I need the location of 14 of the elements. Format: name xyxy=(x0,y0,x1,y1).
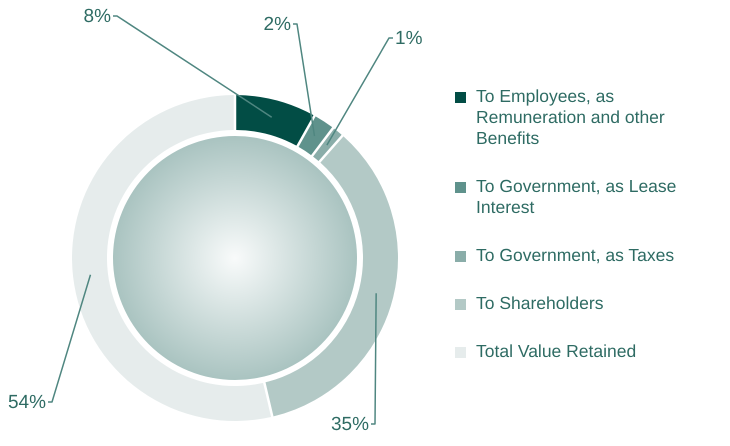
donut-slice xyxy=(313,128,342,161)
legend-label: To Government, as Taxes xyxy=(476,245,674,265)
data-label: 35% xyxy=(330,414,370,435)
legend-label: Total Value Retained xyxy=(476,341,636,361)
data-label: 54% xyxy=(8,392,46,413)
donut-slice xyxy=(266,136,398,416)
data-label: 2% xyxy=(264,14,292,35)
data-label: 8% xyxy=(84,6,112,27)
legend-label: To Government, as Lease Interest xyxy=(476,176,676,217)
donut-slice xyxy=(72,95,272,421)
legend-label: To Shareholders xyxy=(476,293,604,313)
data-label: 1% xyxy=(395,28,423,49)
donut-slice xyxy=(298,116,332,156)
legend-label: To Employees, as Remuneration and other Benefits xyxy=(476,86,665,148)
